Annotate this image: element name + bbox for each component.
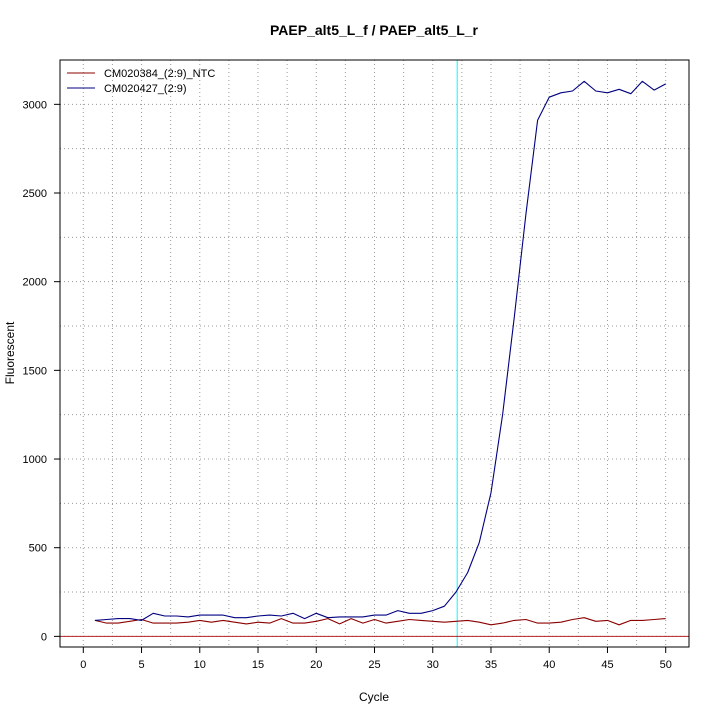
x-tick-label: 15 [252,659,264,671]
y-tick-label: 2500 [23,188,47,200]
y-axis-label: Fluorescent [3,321,17,384]
legend: CM020384_(2:9)_NTC CM020427_(2:9) [67,68,215,95]
x-tick-label: 45 [601,659,613,671]
y-tick-label: 3000 [23,99,47,111]
chart-title: PAEP_alt5_L_f / PAEP_alt5_L_r [270,22,479,38]
x-tick-label: 25 [368,659,380,671]
x-tick-label: 5 [138,659,144,671]
y-tick-label: 1000 [23,454,47,466]
series-line-2 [94,80,666,621]
x-tick-label: 0 [80,659,86,671]
plot-frame [59,59,690,648]
series-layer [94,80,666,626]
threshold-layer [60,60,689,647]
legend-entry-2: CM020427_(2:9) [104,83,187,95]
y-tick-label: 2000 [23,277,47,289]
x-tick-label: 30 [427,659,439,671]
x-tick-label: 40 [543,659,555,671]
y-tick-label: 1500 [23,365,47,377]
x-tick-label: 50 [660,659,672,671]
x-tick-label: 10 [194,659,206,671]
x-tick-label: 35 [485,659,497,671]
axes: 0 5 10 15 20 25 30 35 40 45 5005001000150020002500… [23,99,672,671]
y-tick-label: 0 [41,631,47,643]
legend-entry-1: CM020384_(2:9)_NTC [104,68,215,80]
x-axis-label: Cycle [359,690,389,704]
x-tick-label: 20 [310,659,322,671]
grid-lines [60,60,689,647]
y-tick-label: 500 [29,543,47,555]
series-line-1 [94,617,666,626]
